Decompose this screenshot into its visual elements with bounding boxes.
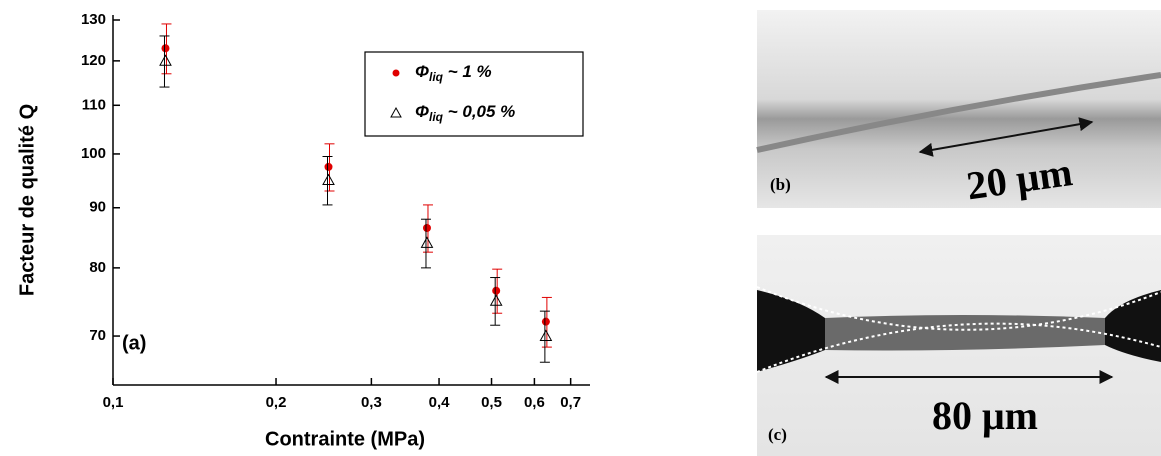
point [492, 286, 501, 295]
y-tick-label: 80 [89, 259, 106, 276]
point [322, 173, 335, 186]
legend-box [364, 51, 584, 137]
panel-label: (b) [770, 175, 791, 194]
y-tick-label: 90 [89, 199, 106, 216]
x-tick-label: 0,4 [429, 394, 451, 411]
x-tick-label: 0,3 [361, 394, 382, 411]
x-tick-label: 0,6 [524, 394, 545, 411]
y-tick-label: 130 [81, 11, 106, 28]
y-tick-label: 110 [82, 96, 106, 113]
panel-label: (a) [122, 332, 146, 354]
micrograph-b: (b) 20 μm [756, 10, 1161, 208]
point [420, 236, 434, 248]
x-tick-label: 0,5 [481, 394, 502, 411]
legend-label: Φliq ~ 1 % [415, 62, 492, 84]
point [161, 44, 170, 53]
point [489, 294, 503, 306]
point [159, 54, 172, 66]
x-axis-label: Contrainte (MPa) [265, 428, 425, 450]
y-tick-label: 100 [81, 145, 106, 162]
point [541, 317, 550, 326]
point [539, 329, 553, 341]
micrograph-c: (c) 80 μm [756, 235, 1161, 456]
y-tick-label: 70 [89, 327, 106, 344]
point [422, 223, 431, 232]
scale-arrow [918, 117, 1094, 157]
legend-marker [390, 106, 402, 118]
legend-label: Φliq ~ 0,05 % [415, 102, 515, 124]
fiber-edge [756, 72, 1161, 153]
x-tick-label: 0,7 [560, 394, 581, 411]
point [324, 162, 333, 171]
y-tick-label: 120 [81, 52, 106, 69]
x-tick-label: 0,2 [266, 394, 287, 411]
y-axis-label: Facteur de qualité Q [16, 104, 38, 296]
legend-marker [392, 69, 400, 77]
dotted-contour [756, 322, 1161, 373]
x-tick-label: 0,1 [103, 394, 124, 411]
dark-region [757, 290, 828, 372]
bridge [825, 315, 1105, 351]
panel-label: (c) [768, 425, 787, 444]
scale-label: 80 μm [932, 393, 1038, 438]
